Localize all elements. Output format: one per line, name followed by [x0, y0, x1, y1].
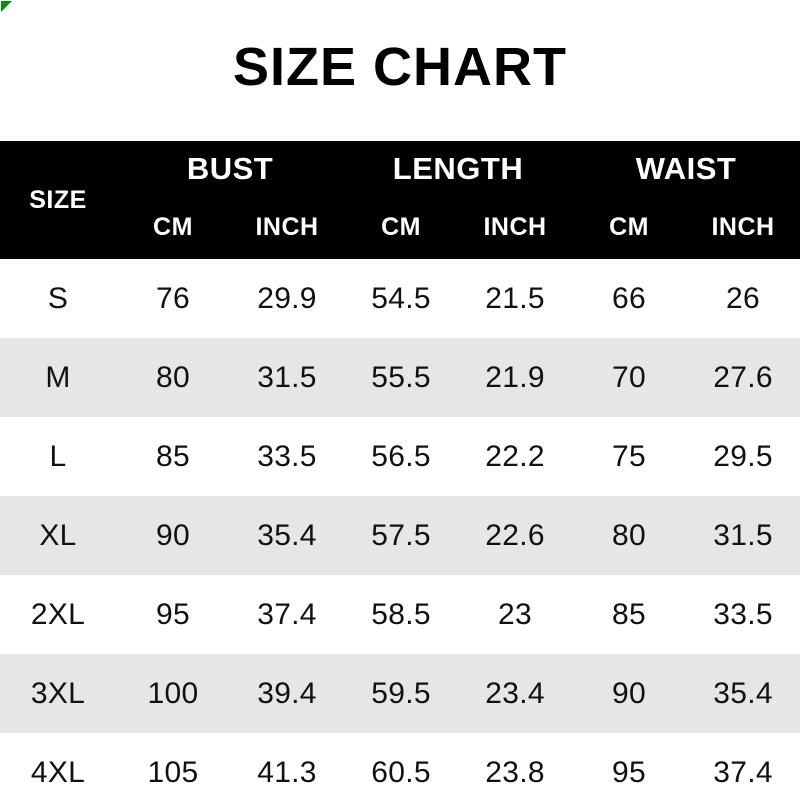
- cell-length-inch: 23.4: [485, 676, 545, 710]
- cell-waist-inch: 35.4: [713, 676, 773, 710]
- table-header: SIZE BUST LENGTH WAIST CM INCH CM INCH C…: [0, 141, 800, 259]
- cell-length-cm: 56.5: [371, 439, 431, 473]
- cell-waist-cm: 70: [612, 360, 646, 394]
- cell-bust-cm: 85: [156, 439, 190, 473]
- cell-waist-cm: 75: [612, 439, 646, 473]
- cell-length-cm: 57.5: [371, 518, 431, 552]
- cell-length-inch: 22.2: [485, 439, 545, 473]
- column-header-bust-cm: CM: [116, 199, 230, 259]
- cell-size: L: [49, 439, 67, 473]
- cell-bust-inch: 29.9: [257, 281, 317, 315]
- header-group-row: SIZE BUST LENGTH WAIST: [0, 141, 800, 259]
- cell-length-inch: 21.9: [485, 360, 545, 394]
- cell-length-inch: 23.8: [485, 755, 545, 789]
- cell-length-cm: 55.5: [371, 360, 431, 394]
- cell-bust-inch: 31.5: [257, 360, 317, 394]
- cell-waist-inch: 26: [726, 281, 761, 315]
- table-row: L 85 33.5 56.5 22.2 75 29.5: [0, 417, 800, 496]
- column-header-length-cm: CM: [344, 199, 459, 259]
- corner-watermark-icon: [1, 1, 12, 12]
- column-header-waist-inch: INCH: [686, 199, 800, 259]
- column-header-bust-inch: INCH: [230, 199, 345, 259]
- table-row: 2XL 95 37.4 58.5 23 85 33.5: [0, 575, 800, 654]
- cell-bust-inch: 35.4: [257, 518, 317, 552]
- column-group-length: LENGTH: [344, 141, 573, 199]
- cell-bust-cm: 80: [156, 360, 190, 394]
- table-body: S 76 29.9 54.5 21.5 66 26 M 80 31.5 55.5…: [0, 259, 800, 812]
- cell-size: XL: [39, 518, 77, 552]
- column-group-bust: BUST: [116, 141, 345, 199]
- cell-bust-cm: 105: [147, 755, 199, 789]
- cell-size: M: [45, 360, 71, 394]
- column-header-length-inch: INCH: [458, 199, 573, 259]
- cell-bust-inch: 41.3: [257, 755, 317, 789]
- cell-bust-cm: 95: [156, 597, 190, 631]
- cell-waist-cm: 95: [612, 755, 646, 789]
- table-row: M 80 31.5 55.5 21.9 70 27.6: [0, 338, 800, 417]
- header-unit-row: CM INCH CM INCH CM INCH: [0, 199, 800, 259]
- cell-bust-inch: 37.4: [257, 597, 317, 631]
- cell-waist-inch: 31.5: [713, 518, 773, 552]
- size-chart-table: SIZE BUST LENGTH WAIST CM INCH CM INCH C…: [0, 141, 800, 812]
- cell-bust-cm: 90: [156, 518, 190, 552]
- column-group-waist: WAIST: [572, 141, 800, 199]
- cell-bust-cm: 100: [147, 676, 199, 710]
- cell-bust-cm: 76: [156, 281, 190, 315]
- table-row: S 76 29.9 54.5 21.5 66 26: [0, 259, 800, 338]
- cell-length-cm: 58.5: [371, 597, 431, 631]
- cell-size: 3XL: [30, 676, 86, 710]
- cell-bust-inch: 39.4: [257, 676, 317, 710]
- cell-length-inch: 23: [498, 597, 532, 631]
- column-header-waist-cm: CM: [572, 199, 687, 259]
- column-header-size: SIZE: [0, 141, 116, 259]
- cell-length-inch: 22.6: [485, 518, 545, 552]
- cell-waist-inch: 29.5: [713, 439, 773, 473]
- cell-size: S: [47, 281, 69, 315]
- cell-waist-cm: 66: [612, 281, 646, 315]
- cell-size: 4XL: [30, 755, 86, 789]
- table-row: XL 90 35.4 57.5 22.6 80 31.5: [0, 496, 800, 575]
- cell-waist-inch: 37.4: [713, 755, 773, 789]
- table-row: 4XL 105 41.3 60.5 23.8 95 37.4: [0, 733, 800, 812]
- table-row: 3XL 100 39.4 59.5 23.4 90 35.4: [0, 654, 800, 733]
- cell-waist-inch: 27.6: [713, 360, 773, 394]
- cell-bust-inch: 33.5: [257, 439, 317, 473]
- page-title: SIZE CHART: [233, 37, 567, 97]
- cell-length-inch: 21.5: [485, 281, 545, 315]
- cell-waist-cm: 90: [612, 676, 646, 710]
- cell-waist-cm: 80: [612, 518, 646, 552]
- cell-waist-inch: 33.5: [713, 597, 773, 631]
- cell-size: 2XL: [30, 597, 86, 631]
- cell-length-cm: 54.5: [371, 281, 431, 315]
- cell-length-cm: 59.5: [371, 676, 431, 710]
- cell-length-cm: 60.5: [371, 755, 431, 789]
- cell-waist-cm: 85: [612, 597, 646, 631]
